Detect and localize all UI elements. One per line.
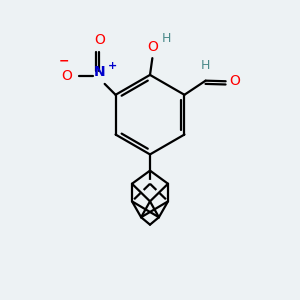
Text: N: N: [94, 65, 105, 80]
Text: O: O: [94, 33, 105, 47]
Text: −: −: [59, 55, 69, 68]
Text: O: O: [229, 74, 240, 88]
Text: O: O: [61, 69, 72, 83]
Text: O: O: [147, 40, 158, 54]
Text: H: H: [162, 32, 171, 46]
Text: +: +: [108, 61, 117, 70]
Text: H: H: [200, 59, 210, 72]
